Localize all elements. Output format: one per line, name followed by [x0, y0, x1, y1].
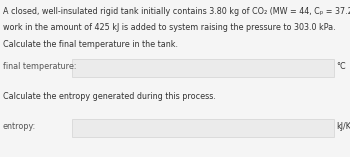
Text: final temperature:: final temperature: — [3, 62, 76, 71]
Text: A closed, well-insulated rigid tank initially contains 3.80 kg of CO₂ (MW = 44, : A closed, well-insulated rigid tank init… — [3, 7, 350, 16]
Text: work in the amount of 425 kJ is added to system raising the pressure to 303.0 kP: work in the amount of 425 kJ is added to… — [3, 23, 335, 32]
Text: Calculate the entropy generated during this process.: Calculate the entropy generated during t… — [3, 92, 216, 101]
Text: kJ/K: kJ/K — [337, 122, 350, 131]
FancyBboxPatch shape — [72, 119, 334, 137]
Text: °C: °C — [337, 62, 346, 71]
Text: entropy:: entropy: — [3, 122, 36, 131]
FancyBboxPatch shape — [72, 59, 334, 77]
Text: Calculate the final temperature in the tank.: Calculate the final temperature in the t… — [3, 40, 178, 49]
